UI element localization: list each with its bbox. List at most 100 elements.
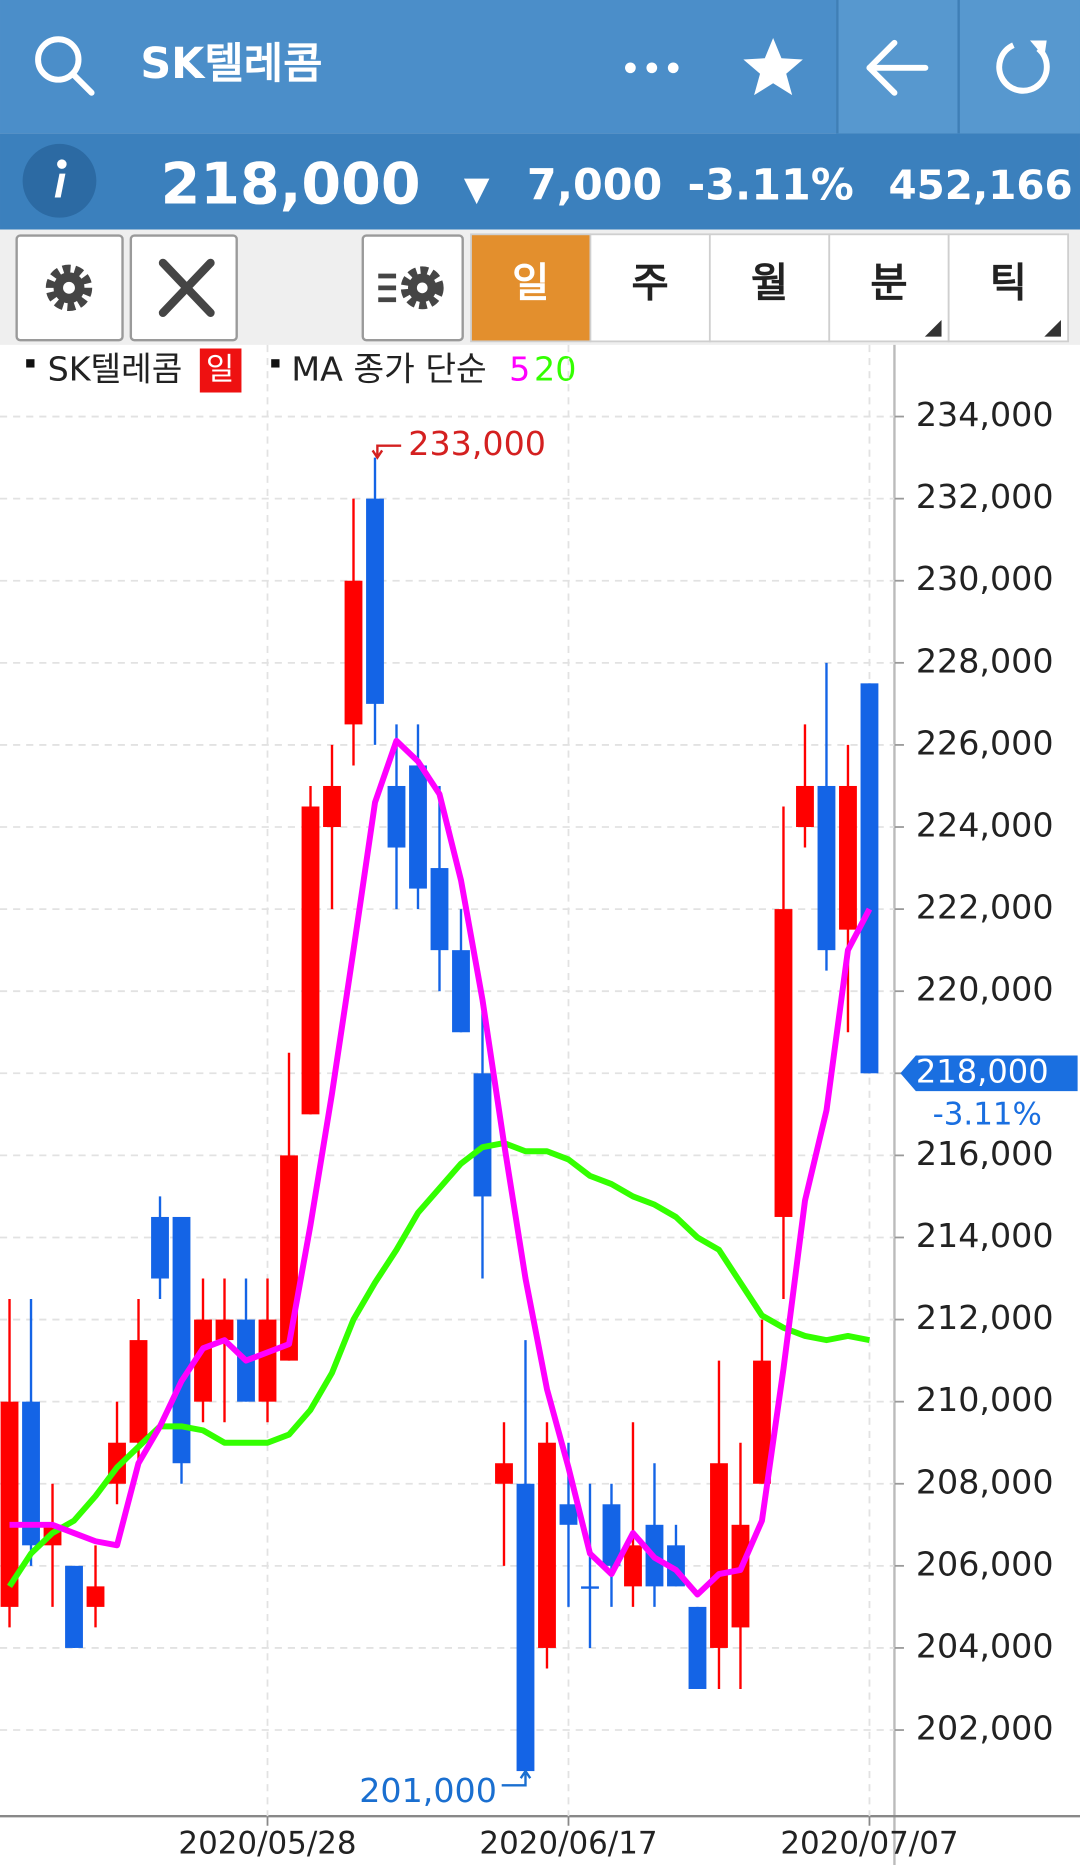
- legend: SK텔레콤 일 MA 종가 단순 5 20: [26, 348, 576, 393]
- annotation-label: 233,000: [408, 424, 546, 463]
- tools-button[interactable]: [129, 234, 238, 342]
- tab-label: 분: [870, 258, 907, 306]
- candle-body: [860, 683, 879, 1074]
- candle-body: [710, 1463, 728, 1648]
- quote-change-pct: -3.11%: [687, 160, 853, 210]
- candle-body: [323, 785, 341, 828]
- candle-body: [688, 1606, 707, 1689]
- period-tab[interactable]: 틱: [947, 233, 1069, 343]
- candle-body: [22, 1401, 40, 1546]
- annotation-arrow: [371, 444, 402, 460]
- candle-body: [602, 1504, 621, 1566]
- candle-body: [258, 1319, 277, 1402]
- candle-body: [731, 1524, 750, 1628]
- candle-body: [559, 1504, 578, 1525]
- y-tick-label: 232,000: [916, 477, 1054, 516]
- candle-body: [301, 806, 320, 1115]
- candle-body: [581, 1586, 599, 1589]
- y-tick-label: 220,000: [916, 970, 1054, 1009]
- candle-body: [194, 1319, 212, 1402]
- legend-symbol: SK텔레콤: [48, 350, 183, 389]
- legend-entry: 20: [534, 350, 576, 389]
- quote-price: 218,000: [161, 152, 421, 218]
- y-tick-label: 206,000: [916, 1544, 1054, 1583]
- y-tick-label: 216,000: [916, 1134, 1054, 1173]
- y-tick-label: 212,000: [916, 1298, 1054, 1337]
- tab-label: 틱: [990, 258, 1027, 306]
- y-tick-label: 234,000: [916, 395, 1054, 434]
- legend-entry: 5: [509, 350, 530, 389]
- y-tick-label: 230,000: [916, 559, 1054, 598]
- header-title: SK텔레콤: [140, 39, 322, 89]
- y-tick-label: 208,000: [916, 1462, 1054, 1501]
- favorite-button[interactable]: [743, 38, 803, 96]
- last-price-label: 218,000: [916, 1052, 1049, 1090]
- y-tick-label: 224,000: [916, 806, 1054, 845]
- period-tab[interactable]: 월: [708, 233, 831, 343]
- quote-bar: [0, 133, 1080, 230]
- tab-dropdown: [924, 319, 942, 337]
- y-tick-label: 228,000: [916, 641, 1054, 680]
- y-tick-label: 204,000: [916, 1626, 1054, 1665]
- settings-button[interactable]: [15, 234, 124, 342]
- period-tab[interactable]: 일: [470, 233, 592, 343]
- last-change-label: -3.11%: [933, 1097, 1042, 1133]
- candle-body: [65, 1565, 83, 1648]
- tab-bg: [470, 233, 592, 343]
- y-tick-label: 210,000: [916, 1380, 1054, 1419]
- tab-label: 일: [512, 258, 549, 306]
- legend-period: 일: [206, 352, 234, 388]
- candle-body: [151, 1216, 169, 1279]
- candle-body: [473, 1073, 492, 1197]
- y-tick-label: 214,000: [916, 1216, 1054, 1255]
- candle-body: [624, 1545, 642, 1587]
- candle-body: [387, 785, 406, 848]
- x-tick-label: 2020/05/28: [178, 1825, 356, 1861]
- tab-label: 월: [751, 258, 788, 306]
- candle-body: [538, 1442, 556, 1648]
- candle-body: [774, 909, 793, 1217]
- legend-bullet: [271, 359, 280, 368]
- quote-direction: ▼: [464, 169, 490, 208]
- candle-body: [430, 868, 449, 951]
- info-button[interactable]: [22, 143, 97, 218]
- more-button[interactable]: [625, 62, 679, 74]
- candle-body: [753, 1360, 771, 1484]
- indicator-button[interactable]: [361, 234, 464, 342]
- refresh-button[interactable]: [996, 40, 1050, 94]
- annotation-arrow: [501, 1768, 532, 1787]
- candle-body: [796, 785, 814, 828]
- period-tab[interactable]: 분: [828, 233, 950, 343]
- y-tick-label: 226,000: [916, 723, 1054, 762]
- last-price-tag: [900, 1055, 1078, 1092]
- x-tick-label: 2020/06/17: [479, 1825, 657, 1861]
- candle-body: [0, 1401, 19, 1607]
- candle-body: [215, 1319, 234, 1341]
- legend-bullet: [26, 359, 35, 368]
- candle-body: [452, 950, 470, 1033]
- legend-ma: MA 종가 단순: [291, 350, 486, 389]
- quote-volume: 452,166: [888, 161, 1072, 209]
- tab-bg: [947, 233, 1069, 343]
- period-tab[interactable]: 주: [589, 233, 711, 343]
- annotation-label: 201,000: [359, 1771, 497, 1810]
- plot: 202,000 204,000 206,000 208,000 210,000 212,0…: [0, 344, 1078, 1861]
- tab-dropdown: [1044, 319, 1061, 337]
- candle-body: [516, 1483, 535, 1772]
- tab-bg: [708, 233, 831, 343]
- candle-body: [129, 1340, 148, 1443]
- tab-bg: [828, 233, 950, 343]
- candle-body: [817, 785, 836, 951]
- search-button[interactable]: [35, 36, 95, 96]
- candle-body: [409, 765, 427, 889]
- legend-period-box: [199, 348, 242, 393]
- candle-body: [839, 785, 857, 930]
- ma-line: [9, 737, 873, 1598]
- back-button[interactable]: [866, 39, 929, 96]
- candle-body: [86, 1586, 105, 1607]
- candle-body: [366, 498, 384, 704]
- candle-body: [172, 1216, 191, 1464]
